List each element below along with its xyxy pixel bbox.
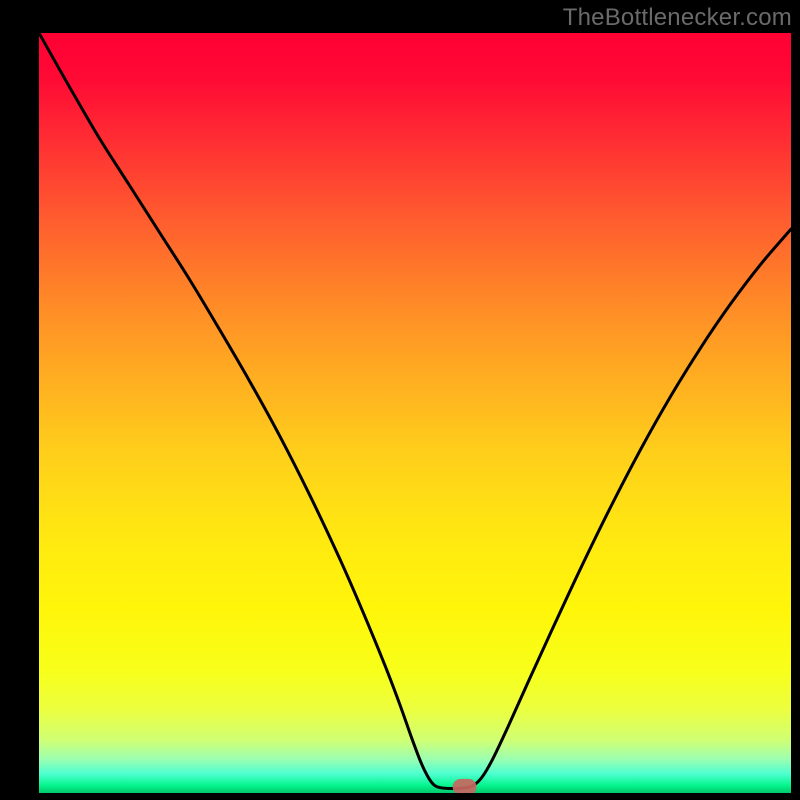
plot-svg <box>39 33 791 793</box>
optimal-point-marker <box>453 779 477 793</box>
gradient-background <box>39 33 791 793</box>
plot-area <box>39 33 791 793</box>
stage: TheBottlenecker.com <box>0 0 800 800</box>
watermark-text: TheBottlenecker.com <box>563 4 792 32</box>
